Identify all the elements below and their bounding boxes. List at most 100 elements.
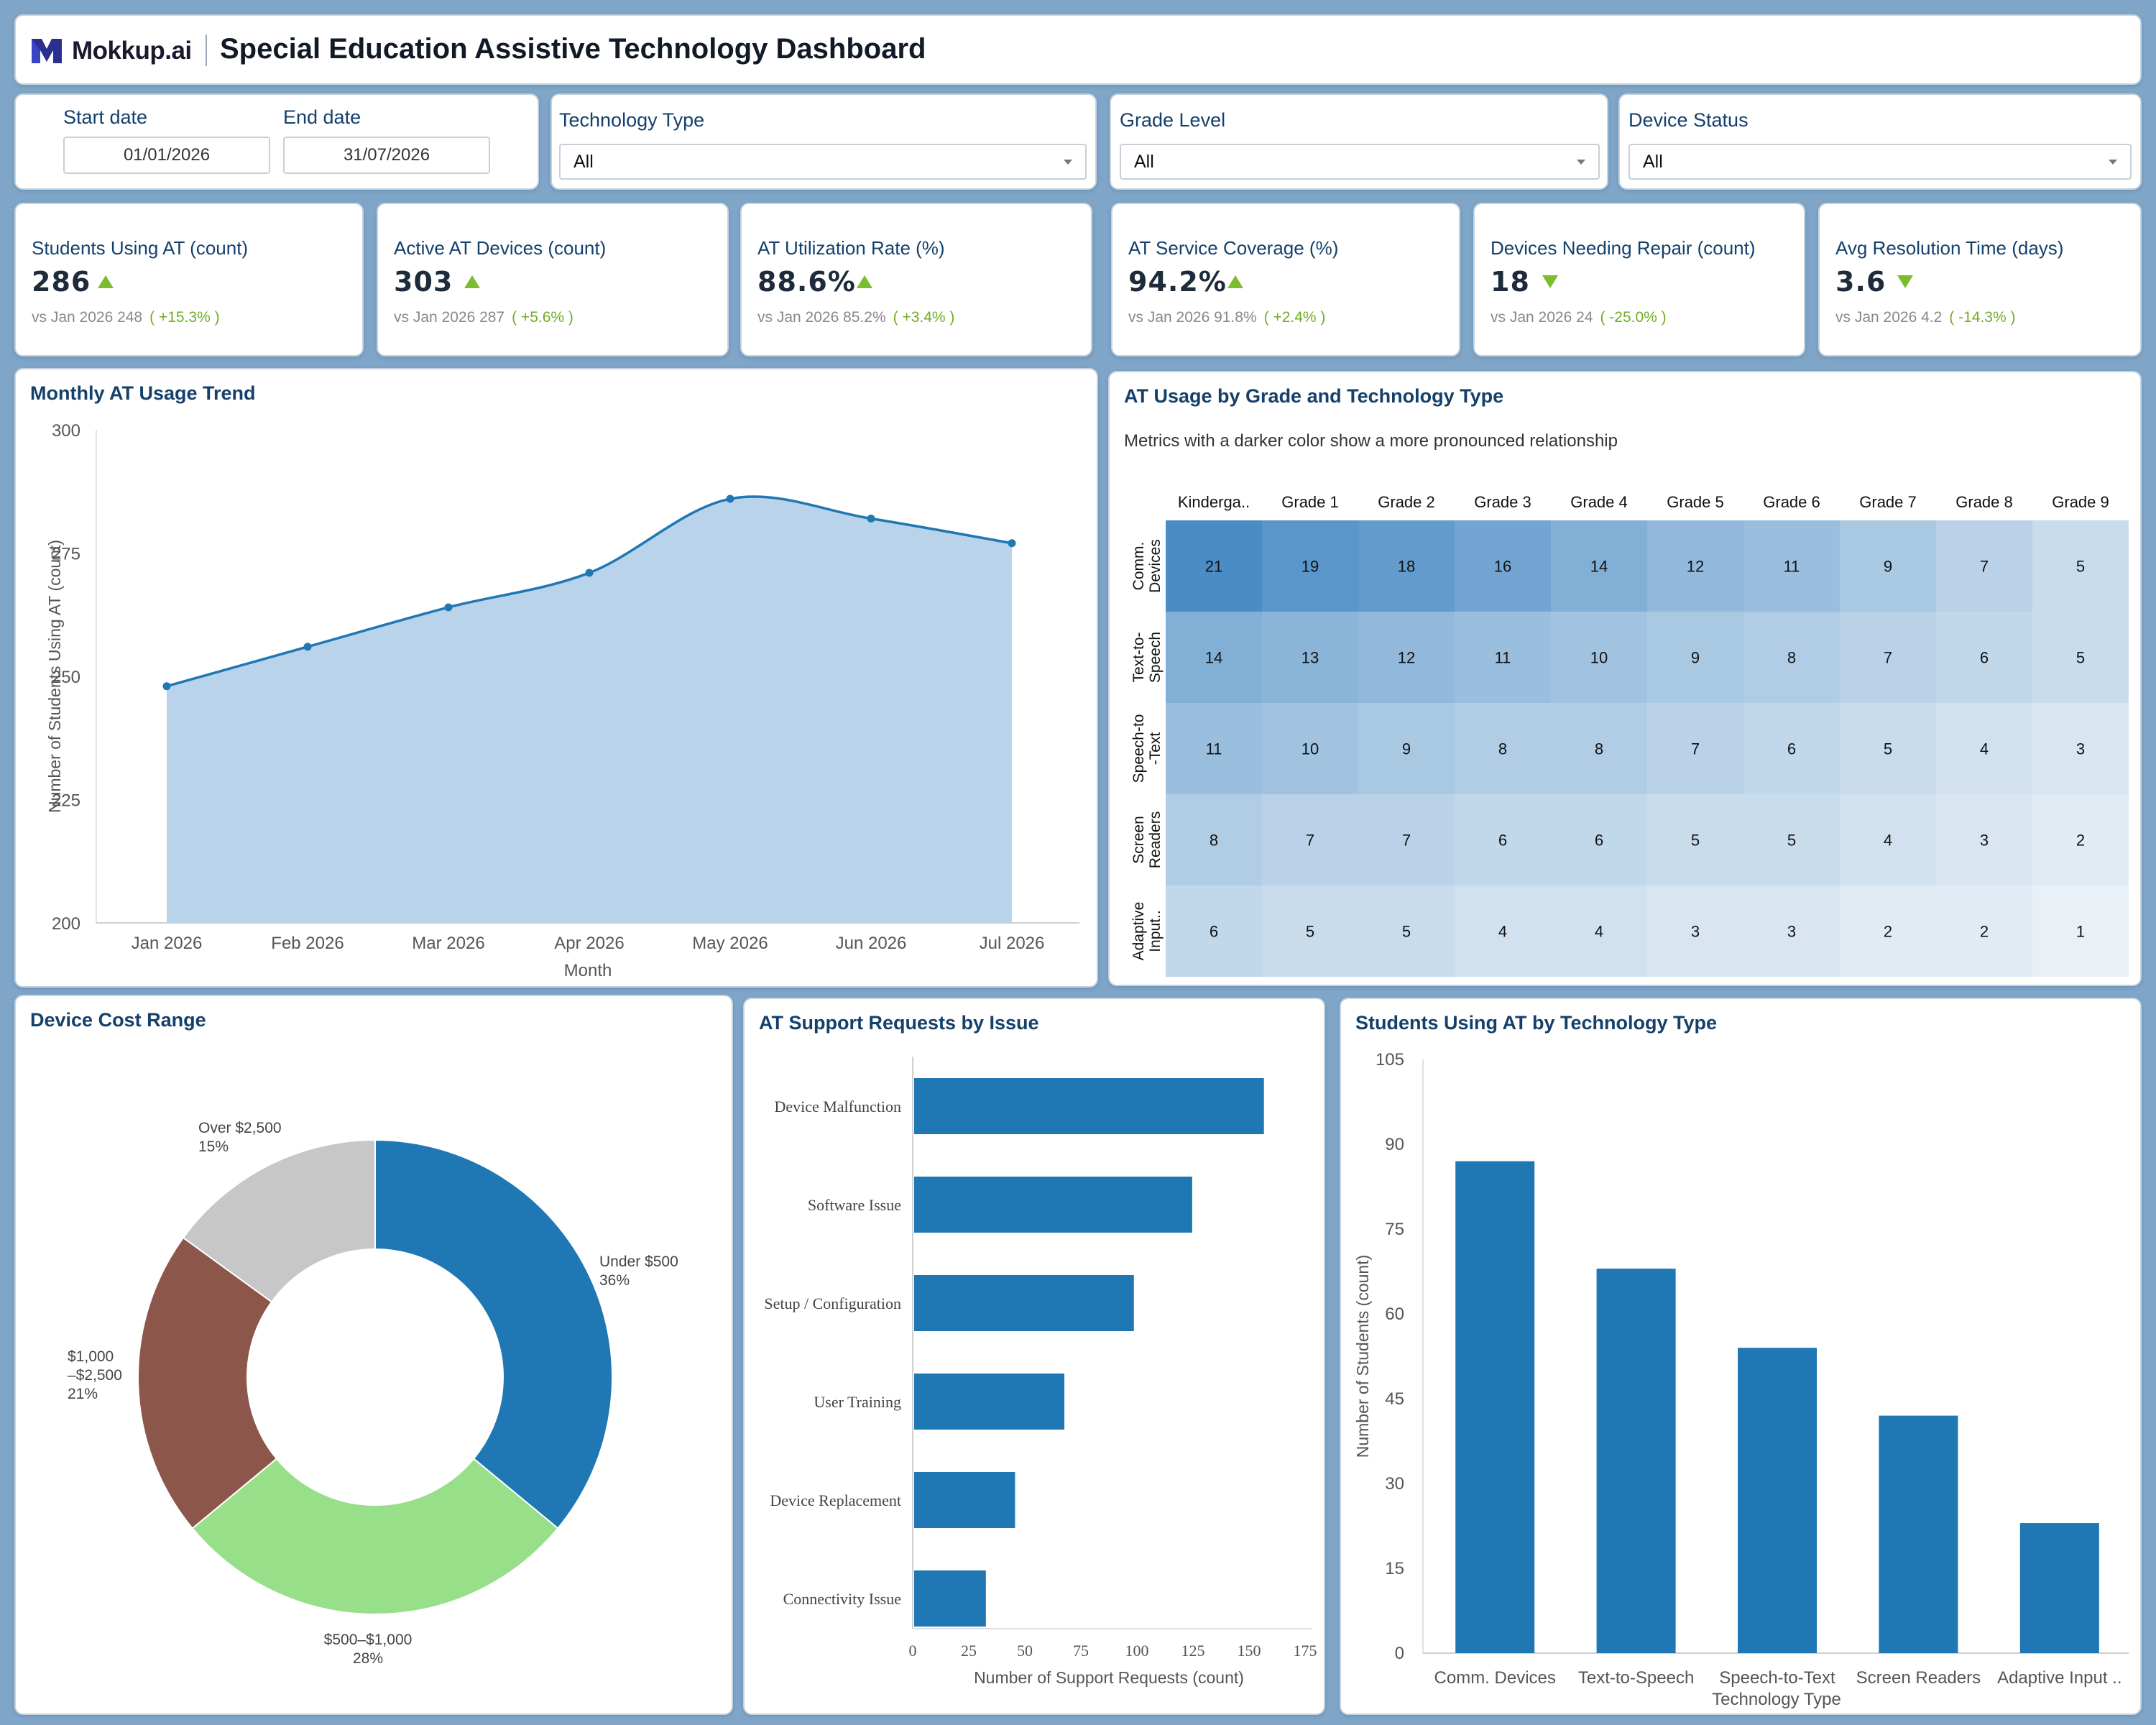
x-tick-label: Comm. Devices — [1434, 1668, 1556, 1688]
heatmap-cell — [1840, 794, 1936, 886]
trend-up-icon — [464, 275, 480, 288]
grade-level-select[interactable]: All — [1120, 144, 1600, 180]
kpi-title: AT Service Coverage (%) — [1128, 237, 1339, 259]
kpi-change: ( +3.4% ) — [893, 309, 955, 326]
x-tick-label: Jul 2026 — [980, 934, 1045, 953]
chart-title: AT Support Requests by Issue — [759, 1012, 1039, 1034]
trend-down-icon — [1897, 275, 1913, 288]
x-tick-label: Mar 2026 — [412, 934, 484, 953]
heatmap-cell-value: 11 — [1206, 740, 1222, 758]
trend-up-icon — [857, 275, 872, 288]
heatmap-cell-value: 10 — [1590, 649, 1608, 667]
x-tick-label: Adaptive Input .. — [1997, 1668, 2122, 1688]
data-point — [585, 569, 594, 577]
heatmap-cell-value: 5 — [1402, 923, 1411, 941]
device-status-select[interactable]: All — [1628, 144, 2132, 180]
brand-logo[interactable]: Mokkup.ai — [30, 34, 192, 68]
heatmap-cell-value: 2 — [1980, 923, 1989, 941]
y-tick-label: 30 — [1385, 1474, 1404, 1494]
mokkup-logo-icon — [32, 39, 62, 63]
heatmap-cell-value: 7 — [1402, 832, 1411, 850]
bar-category-label: Setup / Configuration — [764, 1294, 901, 1312]
heatmap-cell-value: 5 — [1306, 923, 1314, 941]
heatmap-cell-value: 4 — [1595, 923, 1603, 941]
heatmap-row-label: ScreenReaders — [1130, 811, 1164, 868]
heatmap-cell — [1743, 794, 1840, 886]
heatmap-cell — [1358, 886, 1455, 977]
y-tick-label: 60 — [1385, 1305, 1404, 1324]
end-date-input[interactable]: 31/07/2026 — [283, 137, 490, 174]
x-tick-label: 75 — [1073, 1642, 1089, 1660]
heatmap-cell-value: 8 — [1498, 740, 1507, 758]
heatmap-cell — [1840, 612, 1936, 703]
heatmap-cell-value: 6 — [1210, 923, 1218, 941]
heatmap-cell — [1551, 703, 1647, 794]
kpi-card: Students Using AT (count) 286 vs Jan 2026 … — [14, 203, 364, 356]
data-point — [726, 494, 734, 503]
chevron-down-icon — [1577, 160, 1585, 165]
heatmap-cell-value: 12 — [1398, 649, 1415, 667]
page-title: Special Education Assistive Technology D… — [220, 33, 926, 65]
heatmap-cell-value: 8 — [1787, 649, 1796, 667]
chart-title: Monthly AT Usage Trend — [30, 382, 256, 404]
students-by-tech-chart: 0 15 30 45 60 75 90 105 Comm. Devices Text-to-Spe… — [1353, 1050, 2129, 1709]
pie-slice — [374, 1138, 613, 1530]
heatmap-cell — [1455, 520, 1551, 612]
heatmap-cell — [1647, 520, 1743, 612]
pie-slice — [191, 1458, 559, 1615]
heatmap-cell-value: 9 — [1691, 649, 1700, 667]
heatmap-cell — [1551, 886, 1647, 977]
y-tick-label: 0 — [1395, 1644, 1404, 1663]
heatmap-cell — [1743, 886, 1840, 977]
heatmap-cell — [1166, 703, 1262, 794]
heatmap-cell — [1262, 520, 1358, 612]
pie-slice — [182, 1138, 376, 1303]
y-tick-label: 275 — [52, 545, 80, 564]
kpi-change: ( -14.3% ) — [1949, 309, 2016, 326]
kpi-card: AT Utilization Rate (%) 88.6% vs Jan 2026 … — [740, 203, 1092, 356]
x-axis-title: Number of Support Requests (count) — [974, 1668, 1244, 1687]
support-requests-chart: Device Malfunction Software Issue Setup / … — [764, 1057, 1317, 1687]
heatmap-cell — [1647, 703, 1743, 794]
heatmap-cell-value: 7 — [1980, 558, 1989, 576]
heatmap-cell — [1166, 612, 1262, 703]
y-tick-label: 250 — [52, 668, 80, 687]
kpi-change: ( -25.0% ) — [1600, 309, 1667, 326]
heatmap-cell — [1647, 886, 1743, 977]
pie-slice-label: $1,000 –$2,500 21% — [68, 1348, 122, 1402]
y-tick-label: 200 — [52, 914, 80, 934]
heatmap-row-label: Speech-to-Text — [1130, 714, 1164, 783]
students-by-tech-card: Students Using AT by Technology Type 0 15… — [1340, 998, 2142, 1715]
technology-type-select[interactable]: All — [559, 144, 1087, 180]
bar — [2019, 1523, 2099, 1653]
heatmap-cell — [1840, 886, 1936, 977]
heatmap-column-label: Grade 6 — [1763, 493, 1820, 511]
heatmap-cell — [1358, 612, 1455, 703]
support-requests-card: AT Support Requests by Issue Device Malf… — [743, 998, 1325, 1715]
usage-heatmap-chart: Kinderga.. Grade 1 Grade 2 Grade 3 Grade 4 Gr… — [1130, 493, 2129, 977]
kpi-previous-value: vs Jan 2026 248 — [32, 309, 143, 326]
heatmap-column-label: Grade 9 — [2052, 493, 2109, 511]
heatmap-row-label: Comm.Devices — [1130, 539, 1164, 593]
heatmap-cell-value: 3 — [1787, 923, 1796, 941]
heatmap-cell-value: 5 — [1787, 832, 1796, 850]
kpi-comparison: vs Jan 2026 85.2% ( +3.4% ) — [757, 309, 954, 326]
heatmap-cell-value: 3 — [1980, 832, 1989, 850]
technology-type-value: All — [573, 151, 594, 172]
heatmap-cell-value: 5 — [2076, 649, 2085, 667]
start-date-input[interactable]: 01/01/2026 — [63, 137, 270, 174]
device-status-label: Device Status — [1628, 109, 1749, 131]
x-tick-label: Jun 2026 — [836, 934, 907, 953]
heatmap-cell-value: 9 — [1884, 558, 1892, 576]
x-tick-label: Apr 2026 — [554, 934, 624, 953]
start-date-label: Start date — [63, 106, 148, 128]
heatmap-cell-value: 3 — [1691, 923, 1700, 941]
x-tick-label: 125 — [1181, 1642, 1205, 1660]
heatmap-cell — [1551, 794, 1647, 886]
heatmap-cell — [1936, 794, 2032, 886]
y-tick-label: 105 — [1376, 1050, 1404, 1070]
heatmap-cell — [1358, 703, 1455, 794]
kpi-value: 88.6% — [757, 266, 856, 298]
heatmap-cell — [2032, 886, 2129, 977]
x-tick-label: 100 — [1125, 1642, 1149, 1660]
